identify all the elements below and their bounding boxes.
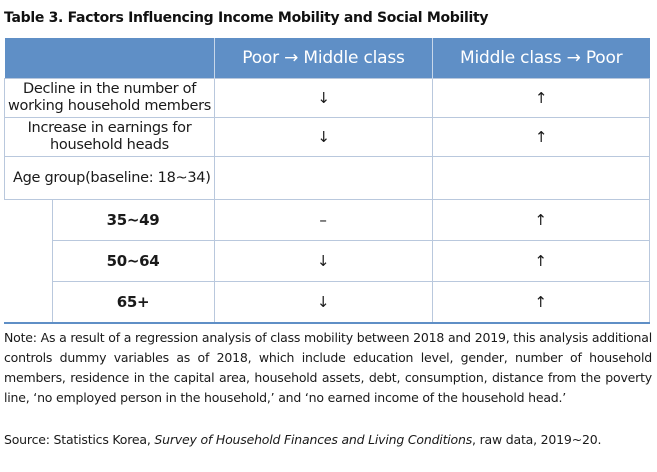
cell-middle-to-poor: ↑ (431, 200, 650, 241)
mobility-table-container: Poor → Middle class Middle class → Poor … (4, 38, 650, 324)
row-label: Decline in the number of working househo… (4, 78, 215, 118)
cell-middle-to-poor: ↑ (432, 117, 650, 157)
source-title: Survey of Household Finances and Living … (154, 432, 473, 447)
subrow-label: 50~64 (51, 240, 215, 282)
cell-poor-to-middle: ↓ (214, 78, 433, 118)
cell-middle-to-poor: ↑ (431, 281, 650, 324)
row-label: Age group(baseline: 18~34) (4, 156, 215, 200)
row-label: Increase in earnings for household heads (4, 117, 215, 157)
age-group-subtable: 35~49 – ↑ 50~64 ↓ ↑ 65+ ↓ ↑ (4, 200, 650, 324)
header-middle-to-poor: Middle class → Poor (432, 38, 650, 79)
mobility-table: Poor → Middle class Middle class → Poor … (4, 38, 650, 200)
cell-middle-to-poor: ↑ (432, 78, 650, 118)
table-row: Decline in the number of working househo… (4, 78, 650, 118)
cell-middle-to-poor (432, 156, 650, 200)
cell-poor-to-middle: ↓ (214, 117, 433, 157)
header-row: Poor → Middle class Middle class → Poor (4, 38, 650, 79)
header-poor-to-middle: Poor → Middle class (214, 38, 433, 79)
source-suffix: , raw data, 2019~20. (472, 432, 602, 447)
subrow-label: 35~49 (51, 200, 215, 241)
table-row: 65+ ↓ ↑ (4, 281, 650, 324)
source-prefix: Source: Statistics Korea, (4, 432, 155, 447)
indent-spacer (4, 240, 53, 282)
indent-spacer (4, 281, 53, 324)
table-row: 50~64 ↓ ↑ (4, 240, 650, 282)
cell-poor-to-middle: ↓ (213, 240, 433, 282)
table-note: Note: As a result of a regression analys… (4, 330, 652, 405)
subrow-label: 65+ (51, 281, 215, 324)
cell-middle-to-poor: ↑ (431, 240, 650, 282)
cell-poor-to-middle (214, 156, 433, 200)
table-title: Table 3. Factors Influencing Income Mobi… (4, 10, 489, 26)
table-row: Age group(baseline: 18~34) (4, 156, 650, 200)
cell-poor-to-middle: – (213, 200, 433, 241)
header-blank (4, 38, 215, 79)
table-row: Increase in earnings for household heads… (4, 117, 650, 157)
table-row: 35~49 – ↑ (4, 200, 650, 241)
cell-poor-to-middle: ↓ (213, 281, 433, 324)
table-source: Source: Statistics Korea, Survey of Hous… (4, 430, 652, 450)
indent-spacer (4, 200, 53, 241)
